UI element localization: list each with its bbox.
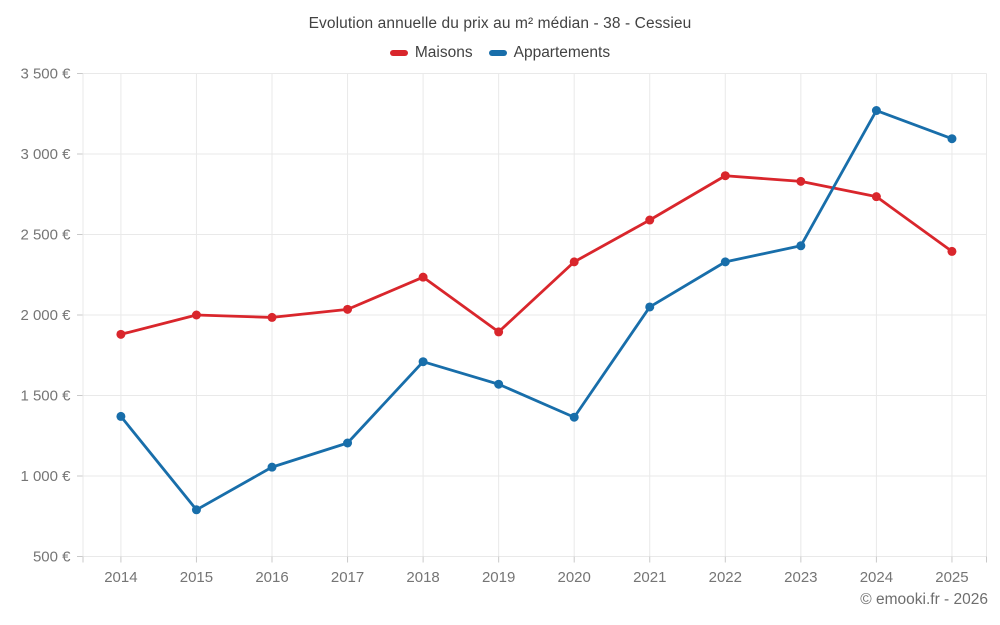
x-tick-label: 2022 (709, 569, 742, 586)
legend-label-appartements: Appartements (513, 44, 611, 61)
legend-marker-maisons-icon (389, 50, 408, 56)
data-point-appartements-2017[interactable] (343, 438, 353, 448)
legend-label-maisons: Maisons (414, 44, 473, 61)
data-point-maisons-2024[interactable] (871, 192, 881, 202)
y-tick-label: 1 000 € (20, 468, 71, 485)
x-tick-label: 2025 (935, 569, 968, 586)
y-tick-label: 2 000 € (20, 307, 71, 324)
data-point-maisons-2015[interactable] (191, 310, 201, 320)
data-point-appartements-2024[interactable] (871, 106, 881, 116)
data-point-maisons-2023[interactable] (796, 176, 806, 186)
legend-item-appartements[interactable]: Appartements (488, 44, 611, 62)
x-tick-label: 2023 (784, 569, 817, 586)
data-point-appartements-2020[interactable] (569, 412, 579, 422)
data-point-appartements-2016[interactable] (267, 462, 277, 472)
y-tick-label: 2 500 € (20, 227, 71, 244)
data-point-appartements-2014[interactable] (116, 411, 126, 421)
x-tick-label: 2024 (860, 569, 893, 586)
x-tick-label: 2017 (331, 569, 364, 586)
data-point-maisons-2014[interactable] (116, 329, 126, 339)
legend-marker-appartements-icon (488, 50, 507, 56)
x-tick-label: 2014 (104, 569, 137, 586)
data-point-maisons-2025[interactable] (947, 246, 957, 256)
data-point-appartements-2021[interactable] (645, 302, 655, 312)
data-point-maisons-2017[interactable] (343, 304, 353, 314)
series-line-maisons (119, 174, 954, 336)
y-tick-label: 3 500 € (20, 66, 71, 83)
data-point-appartements-2025[interactable] (947, 134, 957, 144)
x-tick-label: 2018 (406, 569, 439, 586)
attribution-text: © emooki.fr - 2026 (860, 591, 988, 608)
data-point-maisons-2021[interactable] (645, 215, 655, 225)
series-line-appartements (119, 109, 954, 512)
data-point-maisons-2019[interactable] (494, 327, 504, 337)
data-point-maisons-2022[interactable] (720, 171, 730, 181)
y-tick-label: 500 € (33, 549, 71, 566)
data-point-appartements-2015[interactable] (191, 505, 201, 515)
chart-title: Evolution annuelle du prix au m² médian … (308, 15, 692, 32)
data-point-maisons-2018[interactable] (418, 272, 428, 282)
legend-item-maisons[interactable]: Maisons (389, 44, 473, 62)
y-tick-label: 3 000 € (20, 146, 71, 163)
x-tick-label: 2016 (255, 569, 288, 586)
data-point-maisons-2016[interactable] (267, 312, 277, 322)
data-point-appartements-2018[interactable] (418, 357, 428, 367)
data-point-appartements-2019[interactable] (494, 379, 504, 389)
data-point-maisons-2020[interactable] (569, 257, 579, 267)
x-tick-label: 2015 (180, 569, 213, 586)
data-point-appartements-2023[interactable] (796, 241, 806, 251)
x-tick-label: 2021 (633, 569, 666, 586)
chart-legend: Maisons Appartements (0, 44, 1000, 62)
x-tick-label: 2020 (558, 569, 591, 586)
data-point-appartements-2022[interactable] (720, 257, 730, 267)
x-tick-label: 2019 (482, 569, 515, 586)
y-tick-label: 1 500 € (20, 388, 71, 405)
